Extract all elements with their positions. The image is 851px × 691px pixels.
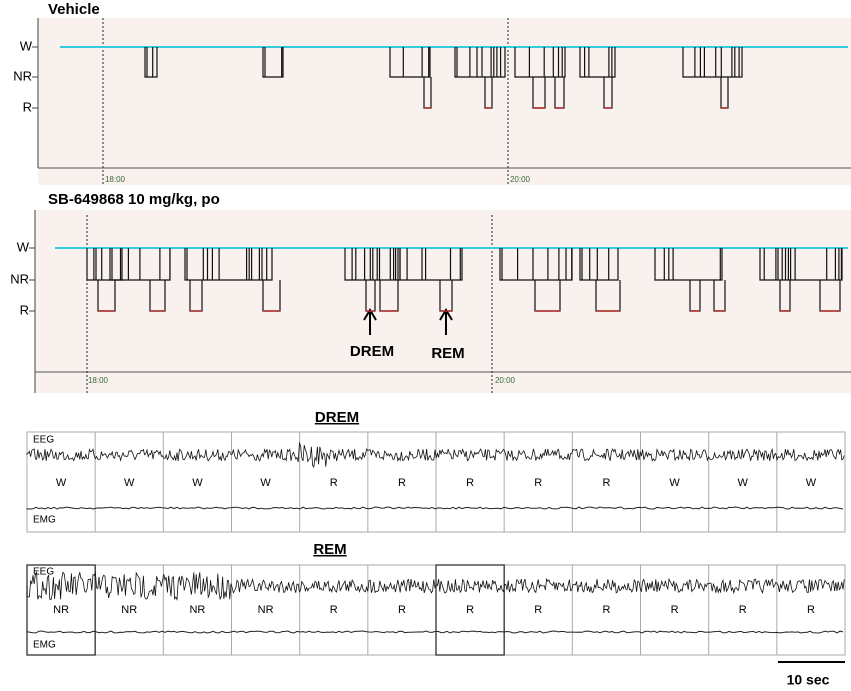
annotation: DREM — [350, 343, 394, 360]
trace-title: DREM — [315, 409, 359, 426]
stage-label: R — [466, 604, 474, 616]
stage-label: W — [124, 477, 135, 489]
trace-title: REM — [313, 541, 346, 558]
stage-label: R — [398, 604, 406, 616]
stage-label: NR — [53, 604, 69, 616]
channel-label: EEG — [33, 567, 54, 578]
hypnogram — [344, 248, 401, 281]
stage-label: R — [534, 477, 542, 489]
hypnogram — [759, 248, 843, 281]
hypnogram — [399, 248, 463, 281]
state-label: W — [17, 239, 30, 254]
stage-label: R — [807, 604, 815, 616]
panel-title: Vehicle — [48, 1, 100, 18]
panel-bg — [38, 18, 851, 185]
state-label: R — [20, 302, 29, 317]
panel-bg — [35, 210, 851, 393]
stage-label: R — [330, 604, 338, 616]
state-label: NR — [10, 271, 29, 286]
state-label: NR — [13, 68, 32, 83]
epoch-highlight — [26, 564, 96, 656]
hypnogram — [514, 47, 566, 78]
stage-label: R — [602, 604, 610, 616]
stage-label: W — [806, 477, 817, 489]
stage-label: W — [56, 477, 67, 489]
stage-label: W — [738, 477, 749, 489]
hypnogram — [579, 248, 619, 281]
hypnogram — [109, 248, 171, 281]
time-label: 20:00 — [510, 175, 531, 184]
time-label: 18:00 — [105, 175, 126, 184]
hypnogram — [184, 248, 273, 281]
hypnogram — [454, 47, 506, 78]
time-label: 20:00 — [495, 376, 516, 385]
time-label: 18:00 — [88, 376, 109, 385]
eeg-trace — [26, 571, 845, 601]
hypnogram — [682, 47, 743, 78]
scale-label: 10 sec — [787, 672, 830, 688]
hypnogram — [144, 47, 158, 78]
stage-label: NR — [121, 604, 137, 616]
stage-label: R — [330, 477, 338, 489]
state-label: W — [20, 38, 33, 53]
emg-trace — [26, 506, 844, 510]
hypnogram — [654, 248, 723, 281]
hypnogram — [389, 47, 431, 78]
stage-label: W — [260, 477, 271, 489]
stage-label: R — [602, 477, 610, 489]
emg-trace — [26, 630, 844, 634]
stage-label: R — [466, 477, 474, 489]
channel-label: EEG — [33, 435, 54, 446]
stage-label: W — [669, 477, 680, 489]
arrow-head — [363, 308, 377, 321]
epoch-highlight — [435, 564, 505, 656]
channel-label: EMG — [33, 640, 56, 651]
hypnogram — [499, 248, 573, 281]
stage-label: W — [192, 477, 203, 489]
channel-label: EMG — [33, 515, 56, 526]
stage-label: R — [398, 477, 406, 489]
hypnogram — [579, 47, 616, 78]
stage-label: R — [671, 604, 679, 616]
eeg-trace — [26, 441, 845, 469]
panel-title: SB-649868 10 mg/kg, po — [48, 191, 220, 208]
arrow-head — [439, 308, 453, 321]
stage-label: R — [534, 604, 542, 616]
hypnogram — [262, 47, 284, 78]
stage-label: NR — [189, 604, 205, 616]
stage-label: R — [739, 604, 747, 616]
state-label: R — [23, 99, 32, 114]
stage-label: NR — [258, 604, 274, 616]
annotation: REM — [431, 345, 464, 362]
